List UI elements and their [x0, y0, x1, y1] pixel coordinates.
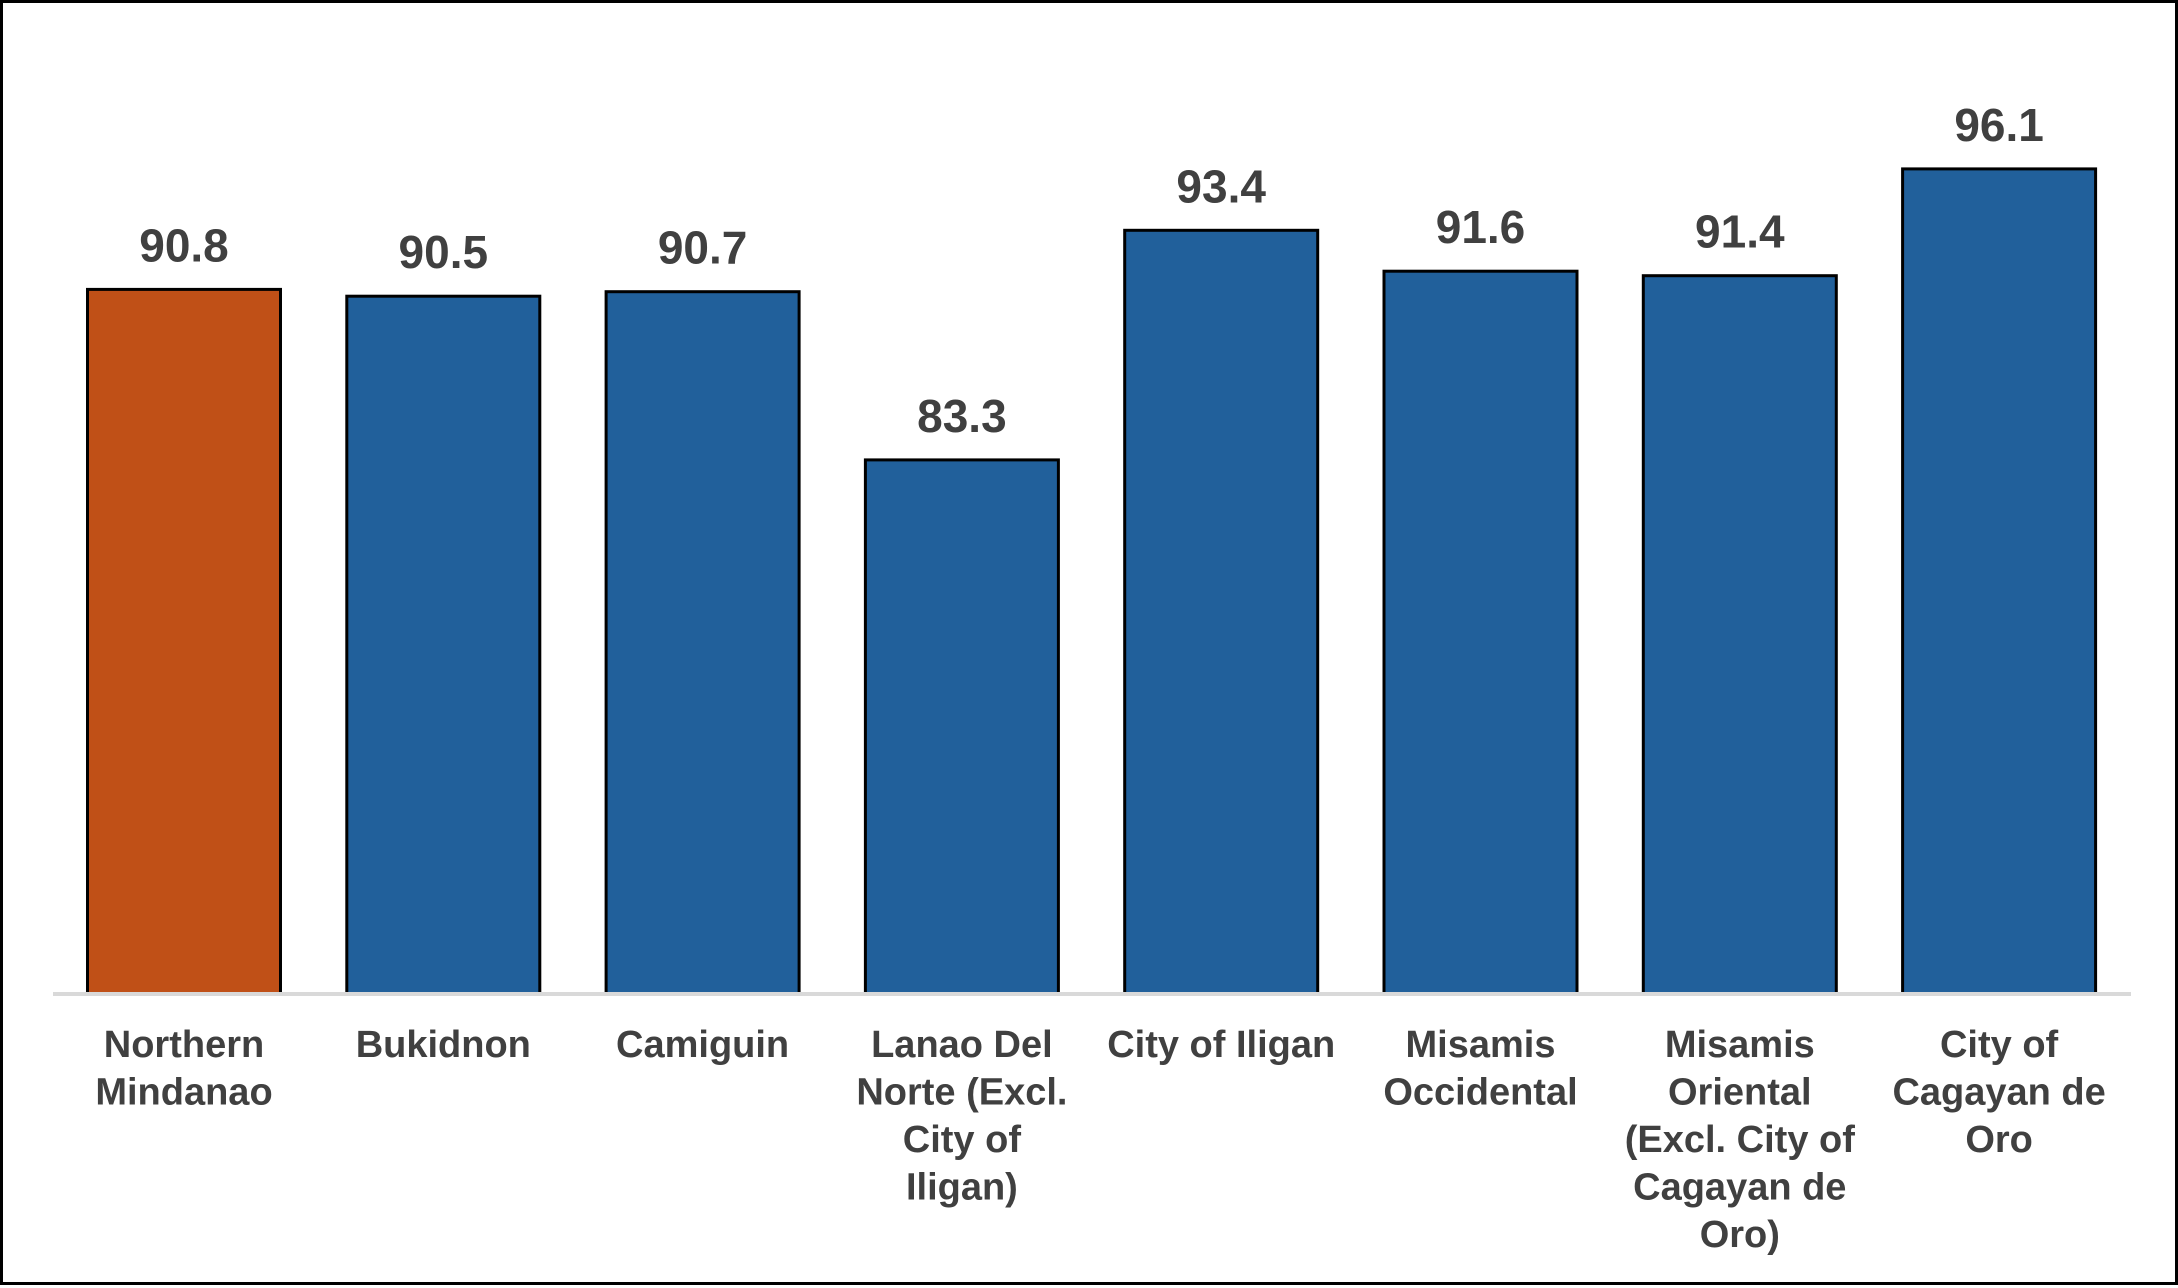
category-label-2: Camiguin: [616, 1024, 789, 1066]
value-label-7: 96.1: [1954, 99, 2044, 151]
value-label-1: 90.5: [399, 226, 489, 278]
category-label-0: Northern Mindanao: [95, 1024, 272, 1114]
category-label-line: Bukidnon: [356, 1024, 531, 1066]
category-label-5: Misamis Occidental: [1383, 1024, 1577, 1114]
category-label-line: Camiguin: [616, 1024, 789, 1066]
category-label-3: Lanao Del Norte (Excl. City of Iligan): [856, 1024, 1067, 1209]
category-label-line: Oro): [1700, 1214, 1780, 1256]
bar-4: [1123, 228, 1320, 996]
category-label-line: City of: [903, 1119, 1022, 1161]
bar-0: [86, 287, 282, 996]
category-labels-layer: Northern Mindanao Bukidnon Camiguin Lanao De…: [95, 1024, 2105, 1256]
category-label-line: Oriental: [1668, 1072, 1812, 1114]
category-label-line: Iligan): [906, 1167, 1018, 1209]
bar-7: [1901, 167, 2098, 996]
category-label-line: Northern: [104, 1024, 264, 1066]
category-label-line: Lanao Del: [871, 1024, 1053, 1066]
category-label-line: (Excl. City of: [1625, 1119, 1855, 1161]
category-label-line: Norte (Excl.: [856, 1072, 1067, 1114]
category-label-line: Oro: [1965, 1119, 2033, 1161]
category-label-line: Cagayan de: [1633, 1167, 1846, 1209]
value-label-5: 91.6: [1436, 201, 1526, 253]
category-label-line: City of Iligan: [1107, 1024, 1335, 1066]
value-label-3: 83.3: [917, 390, 1007, 442]
bar-6: [1641, 274, 1838, 996]
value-label-4: 93.4: [1176, 160, 1266, 212]
category-label-line: Occidental: [1383, 1072, 1577, 1114]
category-label-line: Misamis: [1665, 1024, 1815, 1066]
category-label-4: City of Iligan: [1107, 1024, 1335, 1066]
bar-1: [345, 294, 542, 996]
category-label-1: Bukidnon: [356, 1024, 531, 1066]
value-label-6: 91.4: [1695, 206, 1785, 258]
value-label-2: 90.7: [658, 222, 748, 274]
category-label-line: Misamis: [1406, 1024, 1556, 1066]
bar-3: [863, 458, 1060, 996]
value-labels-layer: 90.8 90.5 90.7 83.3 93.4 91.6 91.4 96.1: [139, 99, 2044, 442]
bar-5: [1382, 269, 1579, 996]
value-label-0: 90.8: [139, 219, 229, 271]
bar-2: [604, 290, 801, 996]
category-label-line: Cagayan de: [1892, 1072, 2105, 1114]
bar-chart: 90.8 90.5 90.7 83.3 93.4 91.6 91.4 96.1 Norther…: [53, 99, 2131, 1256]
bars-layer: [86, 167, 2098, 996]
category-label-line: Mindanao: [95, 1072, 272, 1114]
category-label-6: Misamis Oriental (Excl. City of Cagayan de O…: [1625, 1024, 1855, 1256]
category-label-line: City of: [1940, 1024, 2059, 1066]
category-label-7: City of Cagayan de Oro: [1892, 1024, 2105, 1161]
